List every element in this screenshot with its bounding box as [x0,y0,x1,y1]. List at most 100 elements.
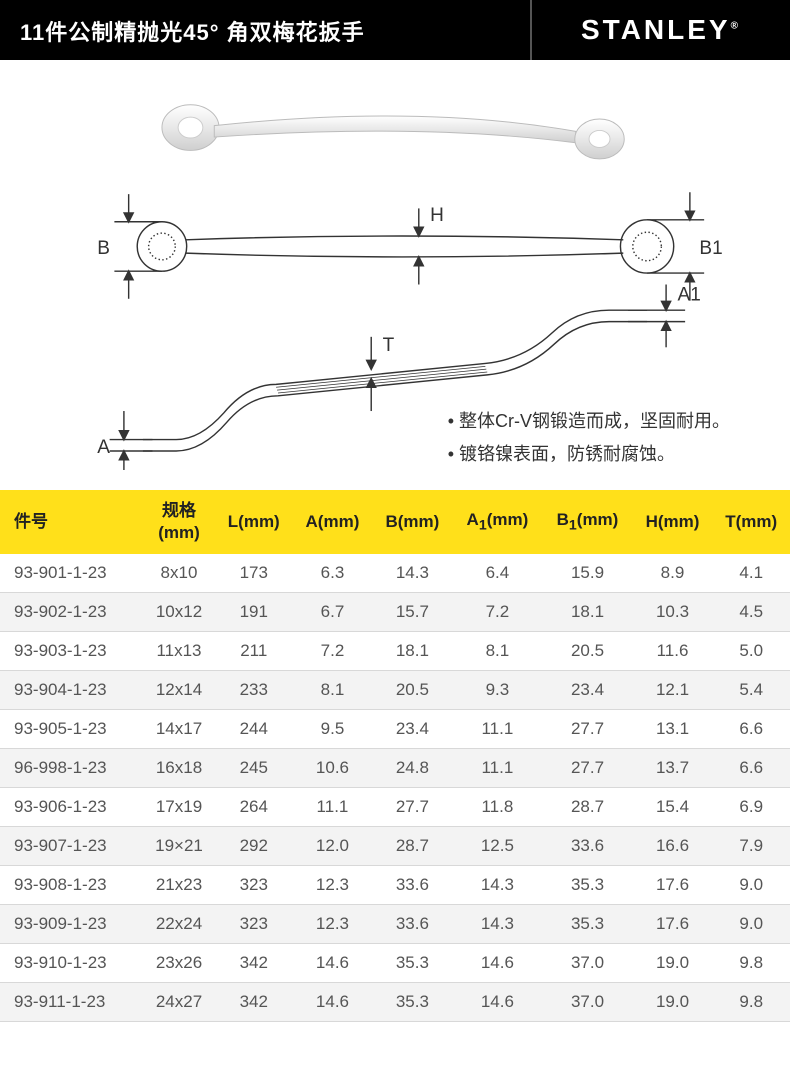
label-t: T [383,335,395,356]
table-cell: 14.3 [452,905,542,944]
table-cell: 19×21 [143,827,215,866]
table-row: 93-906-1-2317x1926411.127.711.828.715.46… [0,788,790,827]
table-cell: 12.0 [293,827,373,866]
table-cell: 323 [215,866,292,905]
feature-list: • 整体Cr-V钢锻造而成，坚固耐用。 • 镀铬镍表面，防锈耐腐蚀。 [448,405,730,470]
table-cell: 14.6 [293,983,373,1022]
table-cell: 9.3 [452,671,542,710]
table-cell: 93-908-1-23 [0,866,143,905]
table-cell: 28.7 [542,788,632,827]
table-cell: 15.9 [542,554,632,593]
table-cell: 17.6 [633,905,713,944]
table-cell: 4.5 [712,593,790,632]
table-cell: 7.9 [712,827,790,866]
table-cell: 33.6 [542,827,632,866]
col-header: A1(mm) [452,490,542,554]
table-cell: 28.7 [372,827,452,866]
table-cell: 19.0 [633,983,713,1022]
table-cell: 9.8 [712,944,790,983]
table-cell: 11.6 [633,632,713,671]
table-cell: 323 [215,905,292,944]
table-cell: 5.0 [712,632,790,671]
spec-table-head: 件号规格(mm)L(mm)A(mm)B(mm)A1(mm)B1(mm)H(mm)… [0,490,790,554]
table-cell: 233 [215,671,292,710]
table-row: 93-904-1-2312x142338.120.59.323.412.15.4 [0,671,790,710]
table-cell: 8.9 [633,554,713,593]
table-cell: 11x13 [143,632,215,671]
product-title: 11件公制精抛光45° 角双梅花扳手 [0,0,530,60]
table-cell: 33.6 [372,866,452,905]
table-cell: 244 [215,710,292,749]
table-cell: 15.7 [372,593,452,632]
table-cell: 16x18 [143,749,215,788]
feature-item: • 镀铬镍表面，防锈耐腐蚀。 [448,438,730,470]
table-cell: 27.7 [542,710,632,749]
header-bar: 11件公制精抛光45° 角双梅花扳手 STANLEY® [0,0,790,60]
table-cell: 9.0 [712,866,790,905]
table-row: 93-909-1-2322x2432312.333.614.335.317.69… [0,905,790,944]
table-cell: 27.7 [372,788,452,827]
table-cell: 24x27 [143,983,215,1022]
table-cell: 10.3 [633,593,713,632]
col-header: A(mm) [293,490,373,554]
diagram-area: B H B1 A1 [0,60,790,490]
spec-table-body: 93-901-1-238x101736.314.36.415.98.94.193… [0,554,790,1022]
table-cell: 14.3 [372,554,452,593]
table-cell: 24.8 [372,749,452,788]
table-cell: 245 [215,749,292,788]
table-row: 93-901-1-238x101736.314.36.415.98.94.1 [0,554,790,593]
table-cell: 11.1 [452,710,542,749]
table-cell: 22x24 [143,905,215,944]
table-cell: 11.1 [452,749,542,788]
col-header: 规格(mm) [143,490,215,554]
table-row: 93-903-1-2311x132117.218.18.120.511.65.0 [0,632,790,671]
brand-logo-text: STANLEY® [581,14,741,46]
table-cell: 18.1 [372,632,452,671]
table-cell: 9.8 [712,983,790,1022]
table-cell: 96-998-1-23 [0,749,143,788]
table-cell: 93-905-1-23 [0,710,143,749]
table-cell: 292 [215,827,292,866]
table-cell: 33.6 [372,905,452,944]
table-cell: 342 [215,983,292,1022]
table-cell: 8.1 [452,632,542,671]
table-cell: 12.1 [633,671,713,710]
table-cell: 35.3 [372,983,452,1022]
table-cell: 191 [215,593,292,632]
feature-item: • 整体Cr-V钢锻造而成，坚固耐用。 [448,405,730,437]
table-cell: 93-901-1-23 [0,554,143,593]
table-cell: 23.4 [542,671,632,710]
table-cell: 93-910-1-23 [0,944,143,983]
table-cell: 14.6 [452,983,542,1022]
table-cell: 37.0 [542,983,632,1022]
spec-table: 件号规格(mm)L(mm)A(mm)B(mm)A1(mm)B1(mm)H(mm)… [0,490,790,1022]
table-cell: 8x10 [143,554,215,593]
table-cell: 93-907-1-23 [0,827,143,866]
table-cell: 93-904-1-23 [0,671,143,710]
wrench-topview-icon [137,220,673,273]
table-cell: 7.2 [293,632,373,671]
table-cell: 13.7 [633,749,713,788]
table-cell: 35.3 [542,905,632,944]
table-cell: 10.6 [293,749,373,788]
table-row: 93-911-1-2324x2734214.635.314.637.019.09… [0,983,790,1022]
table-row: 93-908-1-2321x2332312.333.614.335.317.69… [0,866,790,905]
table-cell: 173 [215,554,292,593]
col-header: 件号 [0,490,143,554]
col-header: T(mm) [712,490,790,554]
table-row: 93-902-1-2310x121916.715.77.218.110.34.5 [0,593,790,632]
table-cell: 14.6 [452,944,542,983]
table-cell: 93-911-1-23 [0,983,143,1022]
table-cell: 11.8 [452,788,542,827]
table-cell: 7.2 [452,593,542,632]
label-b1: B1 [699,238,722,259]
table-cell: 20.5 [542,632,632,671]
table-cell: 13.1 [633,710,713,749]
table-cell: 11.1 [293,788,373,827]
col-header: B(mm) [372,490,452,554]
label-a1: A1 [678,285,701,306]
table-cell: 15.4 [633,788,713,827]
table-cell: 19.0 [633,944,713,983]
label-b: B [97,238,110,259]
table-cell: 14.3 [452,866,542,905]
